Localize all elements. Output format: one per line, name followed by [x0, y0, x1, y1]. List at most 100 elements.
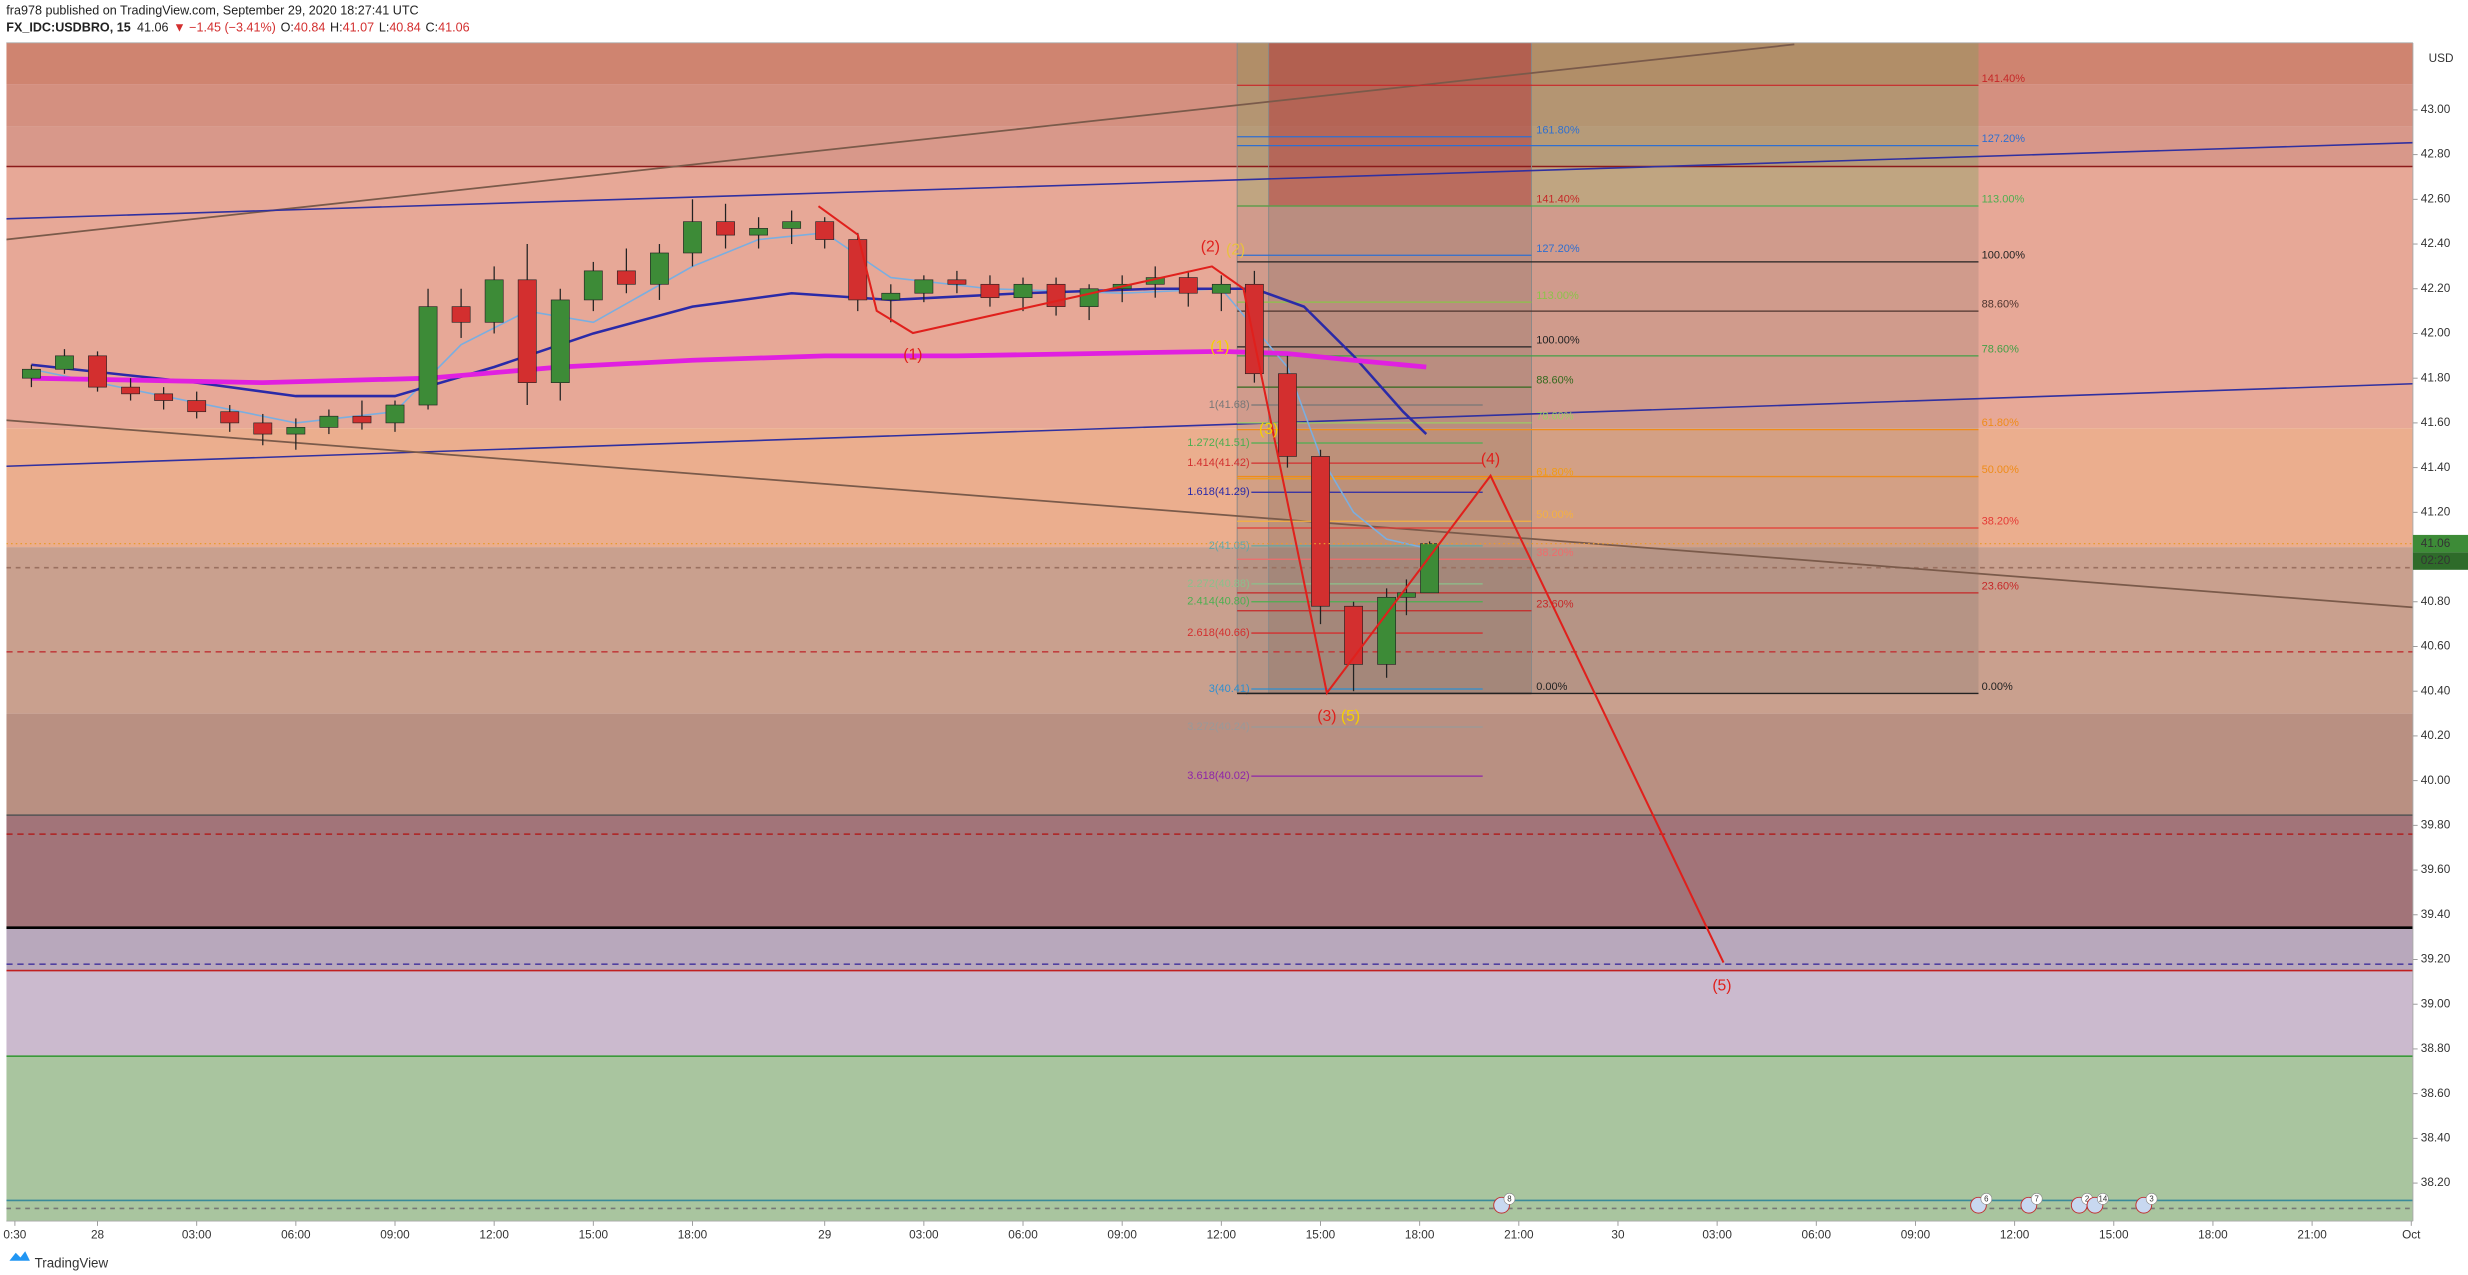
fib-levels: 1(41.68) 1.272(41.51) 1.414(41.42) 1.618(41…	[1187, 73, 2025, 782]
x-tick-label: 18:00	[1405, 1227, 1435, 1241]
fib-label: 61.80%	[1536, 466, 1574, 478]
candle-body	[881, 292, 901, 301]
x-tick-label: 03:00	[182, 1227, 212, 1241]
y-tick-label: 40.40	[2421, 683, 2451, 697]
ohlc-value: 41.07	[343, 21, 374, 35]
fib-label: 88.60%	[1982, 299, 2020, 311]
x-tick-label: 21:00	[2297, 1227, 2327, 1241]
fib-label: 127.20%	[1536, 243, 1580, 255]
x-tick-label: 09:00	[1901, 1227, 1931, 1241]
fib-label: 3(40.41)	[1209, 683, 1250, 695]
zone	[6, 166, 2413, 429]
x-tick-label: 12:00	[1207, 1227, 1237, 1241]
wave-label: (5)	[1712, 978, 1731, 995]
fib-label: 2.618(40.66)	[1187, 627, 1249, 639]
moving-average	[31, 348, 1427, 386]
candle-body	[650, 252, 669, 285]
fib-label: 141.40%	[1536, 194, 1580, 206]
x-tick-label: 06:00	[1802, 1227, 1832, 1241]
wave-label: (1)	[1210, 338, 1229, 355]
ohlc-key: L:	[379, 21, 389, 35]
x-tick-label: 12:00	[479, 1227, 509, 1241]
x-tick-label: 09:00	[1107, 1227, 1137, 1241]
event-count-bg	[2097, 1193, 2109, 1205]
event-count: 6	[1984, 1195, 1989, 1204]
fib-label: 3.272(40.24)	[1187, 721, 1249, 733]
fib-label: 78.60%	[1982, 343, 2020, 355]
moving-average	[31, 287, 1428, 435]
wave-label: (2)	[1226, 242, 1245, 259]
fib-label: 0.00%	[1982, 681, 2013, 693]
fib-label: 3.618(40.02)	[1187, 770, 1249, 782]
fib-label: 38.20%	[1982, 516, 2020, 528]
x-tick-label: 28	[91, 1227, 105, 1241]
wave-label: (4)	[1481, 451, 1500, 468]
x-tick-label: 21:00	[1504, 1227, 1534, 1241]
y-tick-label: 42.20	[2421, 281, 2451, 295]
x-tick-label: 29	[818, 1227, 832, 1241]
y-tick-label: 40.80	[2421, 594, 2451, 608]
trendline	[6, 43, 1795, 241]
wave-label: (5)	[1341, 708, 1360, 725]
fib-label: 38.20%	[1536, 547, 1574, 559]
candle-body	[914, 279, 934, 294]
y-tick-label: 41.40	[2421, 460, 2451, 474]
y-tick-label: 41.60	[2421, 415, 2451, 429]
candle-body	[187, 400, 207, 413]
candle-body	[1420, 543, 1439, 594]
y-tick-label: 42.00	[2421, 326, 2451, 340]
candle-body	[352, 415, 372, 424]
y-tick-label: 41.80	[2421, 370, 2451, 384]
x-tick-label: 15:00	[579, 1227, 609, 1241]
y-tick-label: 38.40	[2421, 1130, 2451, 1144]
fib-box	[1268, 206, 1532, 694]
candle-body	[121, 386, 140, 395]
axes: 38.20 38.40 38.60 38.80 39.00 39.20 39.40 39.60…	[3, 102, 2468, 1242]
header-bg	[0, 0, 2468, 43]
brand-name: TradingView	[35, 1255, 109, 1270]
candle-body	[55, 355, 74, 370]
candle-body	[980, 283, 1000, 299]
symbol: FX_IDC:USDBRO, 15	[6, 21, 130, 35]
ohlc-value: 41.06	[438, 21, 469, 35]
trendline	[6, 382, 2413, 468]
brand: TradingView	[9, 1251, 108, 1270]
y-tick-label: 39.60	[2421, 862, 2451, 876]
event-count-bg	[2145, 1193, 2158, 1205]
zone	[6, 547, 2413, 714]
fib-label: 0.00%	[1536, 681, 1567, 693]
x-tick-label: 18:00	[678, 1227, 708, 1241]
zone	[6, 1056, 2413, 1222]
candle-body	[1311, 456, 1330, 607]
x-tick-label: 12:00	[2000, 1227, 2030, 1241]
event-count-bg	[1980, 1193, 1993, 1205]
fib-label: 161.80%	[1536, 124, 1580, 136]
countdown-badge	[2412, 552, 2468, 570]
candle-body	[683, 221, 702, 254]
candle-body	[418, 306, 438, 406]
ohlc-key: H:	[330, 21, 343, 35]
candle-body	[550, 299, 570, 383]
candle-body	[385, 404, 405, 424]
candle-body	[154, 393, 174, 401]
zone	[6, 815, 2413, 928]
event-count-bg	[1503, 1193, 1516, 1205]
candle-body	[88, 355, 107, 388]
candle-body	[1377, 596, 1397, 665]
candle-body	[749, 228, 768, 236]
candle-body	[716, 221, 735, 236]
candle-body	[947, 279, 967, 285]
x-tick-label: 03:00	[909, 1227, 939, 1241]
zones	[6, 42, 2413, 1222]
y-tick-label: 38.80	[2421, 1041, 2451, 1055]
publish-line: fra978 published on TradingView.com, Sep…	[6, 3, 418, 17]
wave-path	[817, 205, 1725, 964]
candle-body	[220, 411, 240, 424]
candle-body	[1278, 373, 1297, 457]
y-tick-label: 43.00	[2421, 102, 2451, 116]
events: 8 6 7 2 14 3	[1493, 1193, 2158, 1214]
price-axis-bg	[2412, 42, 2468, 1275]
ohlc-key: C:	[426, 21, 439, 35]
candle-body	[517, 279, 537, 383]
